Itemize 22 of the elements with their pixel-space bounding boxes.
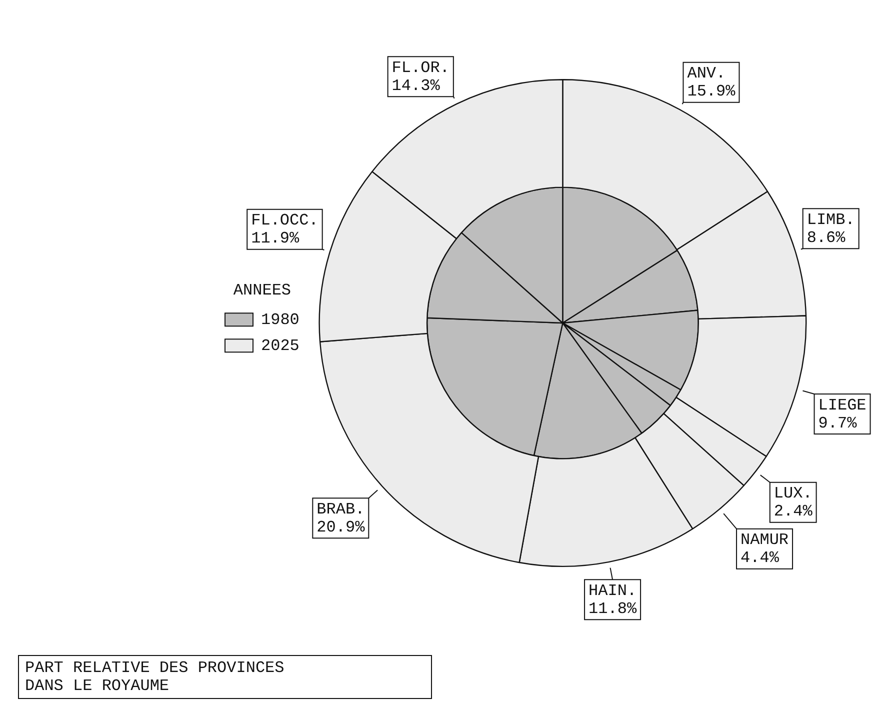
slice-label: HAIN. [588, 582, 637, 600]
slice-label: LUX. [774, 484, 812, 503]
data-label: 11.9% [251, 230, 300, 248]
text: PART RELATIVE DES PROVINCES DANS LE ROYAUME [18, 655, 432, 699]
data-label: 15.9% [687, 82, 736, 101]
legend-label: 1980 [261, 310, 300, 329]
legend-label: 2025 [261, 336, 300, 355]
legend-title: ANNEES [233, 282, 292, 300]
data-label: 11.8% [588, 600, 637, 618]
slice-label: LIEGE [818, 396, 866, 414]
slice-label: BRAB. [316, 500, 365, 518]
data-label: 8.6% [806, 228, 846, 247]
slice-label: NAMUR [740, 531, 789, 550]
data-label: 20.9% [316, 518, 366, 536]
data-label: 14.3% [392, 76, 440, 95]
data-label: 9.7% [818, 414, 858, 432]
data-label: 4.4% [740, 549, 780, 568]
slice-label: FL.OCC. [251, 212, 318, 230]
data-label: 2.4% [774, 502, 813, 521]
slice-label: FL.OR. [392, 58, 450, 77]
slice-label: LIMB. [806, 210, 855, 229]
slice-label: ANV. [687, 64, 726, 83]
